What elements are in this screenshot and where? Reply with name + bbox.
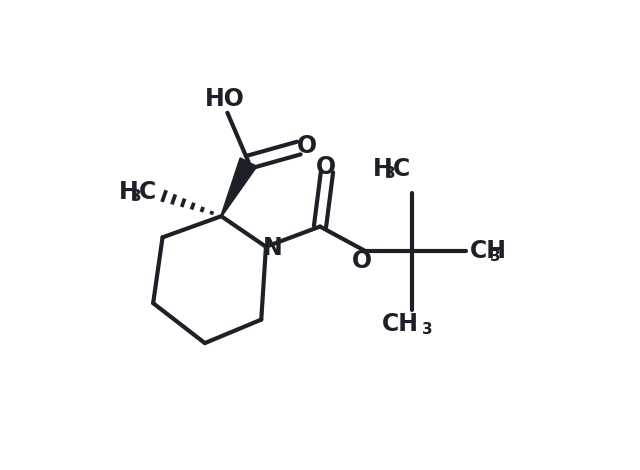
Text: C: C — [393, 157, 410, 181]
Text: HO: HO — [205, 86, 245, 111]
Text: CH: CH — [470, 239, 506, 264]
Text: H: H — [372, 157, 392, 181]
Text: O: O — [297, 133, 317, 158]
Text: H: H — [119, 180, 139, 204]
Text: 3: 3 — [131, 189, 141, 204]
Text: O: O — [316, 155, 336, 179]
Text: 3: 3 — [422, 321, 432, 337]
Text: C: C — [139, 180, 156, 204]
Text: CH: CH — [382, 312, 419, 337]
Text: 3: 3 — [385, 166, 396, 181]
Text: N: N — [263, 236, 283, 260]
Text: 3: 3 — [490, 249, 500, 264]
Text: O: O — [352, 249, 372, 273]
Polygon shape — [221, 158, 257, 216]
